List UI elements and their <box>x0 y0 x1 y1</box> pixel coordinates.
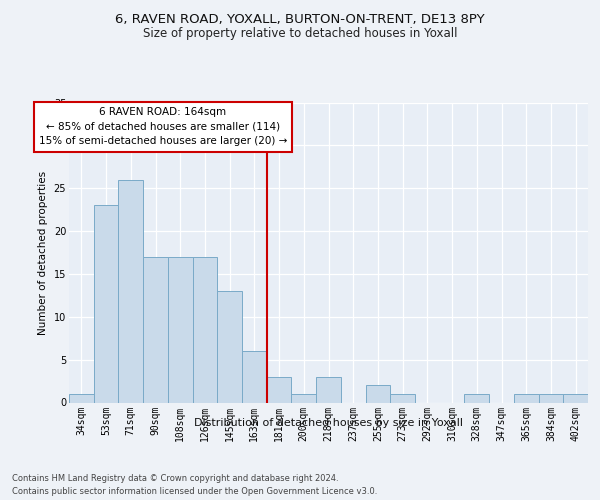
Bar <box>563 394 588 402</box>
Bar <box>193 257 217 402</box>
Text: Size of property relative to detached houses in Yoxall: Size of property relative to detached ho… <box>143 28 457 40</box>
Y-axis label: Number of detached properties: Number of detached properties <box>38 170 48 334</box>
Text: 6 RAVEN ROAD: 164sqm
← 85% of detached houses are smaller (114)
15% of semi-deta: 6 RAVEN ROAD: 164sqm ← 85% of detached h… <box>39 107 287 146</box>
Text: Distribution of detached houses by size in Yoxall: Distribution of detached houses by size … <box>194 418 463 428</box>
Bar <box>118 180 143 402</box>
Bar <box>217 291 242 403</box>
Bar <box>94 206 118 402</box>
Text: Contains HM Land Registry data © Crown copyright and database right 2024.
Contai: Contains HM Land Registry data © Crown c… <box>12 474 377 496</box>
Bar <box>390 394 415 402</box>
Bar <box>464 394 489 402</box>
Bar <box>539 394 563 402</box>
Bar <box>316 377 341 402</box>
Text: 6, RAVEN ROAD, YOXALL, BURTON-ON-TRENT, DE13 8PY: 6, RAVEN ROAD, YOXALL, BURTON-ON-TRENT, … <box>115 12 485 26</box>
Bar <box>168 257 193 402</box>
Bar <box>267 377 292 402</box>
Bar <box>292 394 316 402</box>
Bar <box>143 257 168 402</box>
Bar <box>69 394 94 402</box>
Bar <box>242 351 267 403</box>
Bar <box>514 394 539 402</box>
Bar <box>365 386 390 402</box>
